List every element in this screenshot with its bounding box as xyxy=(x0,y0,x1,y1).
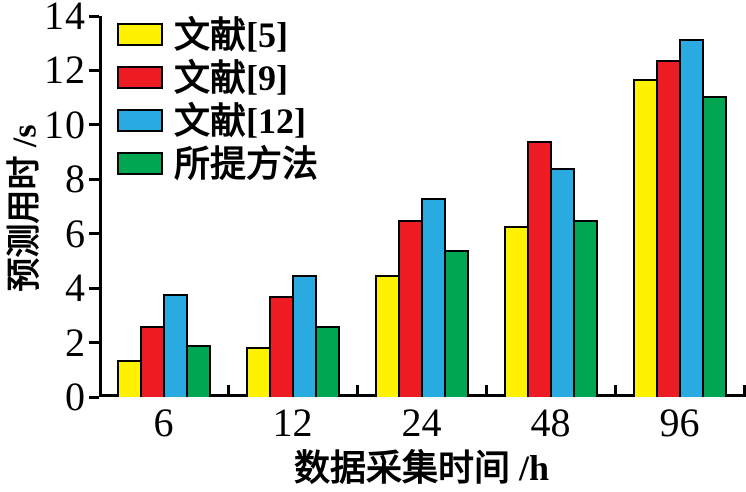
y-axis-tick-label: 8 xyxy=(65,156,86,201)
legend-swatch xyxy=(117,152,163,175)
y-axis-tick-label: 12 xyxy=(44,47,86,92)
bar-文献[9]-12 xyxy=(269,296,294,397)
bar-文献[12]-96 xyxy=(679,39,704,397)
bar-所提方法-48 xyxy=(573,220,598,397)
x-axis-tick-label: 6 xyxy=(153,400,174,445)
legend: 文献[5] 文献[9] 文献[12] 所提方法 xyxy=(117,13,318,185)
bar-文献[12]-6 xyxy=(163,294,188,397)
y-axis-tick-label: 6 xyxy=(65,211,86,256)
legend-label: 文献[5] xyxy=(174,14,288,55)
bar-文献[5]-12 xyxy=(246,347,271,397)
x-axis-tick-label: 12 xyxy=(272,400,313,445)
y-axis-tick xyxy=(89,341,99,344)
x-axis-tick xyxy=(614,385,617,397)
legend-entry: 文献[12] xyxy=(117,99,318,142)
x-axis-tick xyxy=(356,385,359,397)
y-axis-tick xyxy=(89,178,99,181)
legend-swatch xyxy=(117,109,163,132)
bar-group-12 xyxy=(246,16,340,397)
bar-文献[9]-48 xyxy=(527,141,552,397)
y-axis-tick-label: 0 xyxy=(65,374,86,419)
bar-文献[12]-48 xyxy=(550,168,575,397)
bar-group-6 xyxy=(117,16,211,397)
x-axis-tick xyxy=(227,385,230,397)
bar-文献[9]-24 xyxy=(398,220,423,397)
y-axis-tick-label: 2 xyxy=(65,320,86,365)
bar-所提方法-24 xyxy=(444,250,469,397)
y-axis-tick-label: 4 xyxy=(65,265,86,310)
bar-group-48 xyxy=(504,16,598,397)
legend-label: 所提方法 xyxy=(174,143,319,184)
legend-label: 文献[9] xyxy=(174,57,288,98)
bar-文献[12]-12 xyxy=(292,275,317,397)
bar-所提方法-6 xyxy=(186,345,211,397)
legend-label: 文献[12] xyxy=(174,100,306,141)
y-axis-tick xyxy=(89,396,99,399)
bar-文献[5]-24 xyxy=(375,275,400,397)
y-axis-tick xyxy=(89,15,99,18)
x-axis-tick xyxy=(743,385,746,397)
legend-swatch xyxy=(117,66,163,89)
bar-文献[12]-24 xyxy=(421,198,446,397)
bar-所提方法-96 xyxy=(702,96,727,397)
legend-entry: 文献[9] xyxy=(117,56,318,99)
x-axis-tick-label: 48 xyxy=(530,400,571,445)
legend-entry: 文献[5] xyxy=(117,13,318,56)
bar-文献[9]-96 xyxy=(656,60,681,397)
x-axis-title: 数据采集时间 /h xyxy=(293,448,550,488)
bar-group-24 xyxy=(375,16,469,397)
legend-entry: 所提方法 xyxy=(117,142,318,185)
y-axis-tick-label: 10 xyxy=(44,102,86,147)
y-axis-tick xyxy=(89,69,99,72)
bar-文献[5]-6 xyxy=(117,360,142,397)
bar-所提方法-12 xyxy=(315,326,340,397)
y-axis-tick xyxy=(89,123,99,126)
y-axis-tick-label: 14 xyxy=(44,0,86,38)
y-axis-tick xyxy=(89,287,99,290)
x-axis-tick xyxy=(485,385,488,397)
bar-文献[5]-48 xyxy=(504,226,529,397)
legend-swatch xyxy=(117,23,163,46)
bar-group-96 xyxy=(633,16,727,397)
bar-文献[9]-6 xyxy=(140,326,165,397)
bar-文献[5]-96 xyxy=(633,79,658,397)
y-axis-tick xyxy=(89,232,99,235)
x-axis-tick-label: 24 xyxy=(401,400,442,445)
x-axis-tick-label: 96 xyxy=(659,400,700,445)
